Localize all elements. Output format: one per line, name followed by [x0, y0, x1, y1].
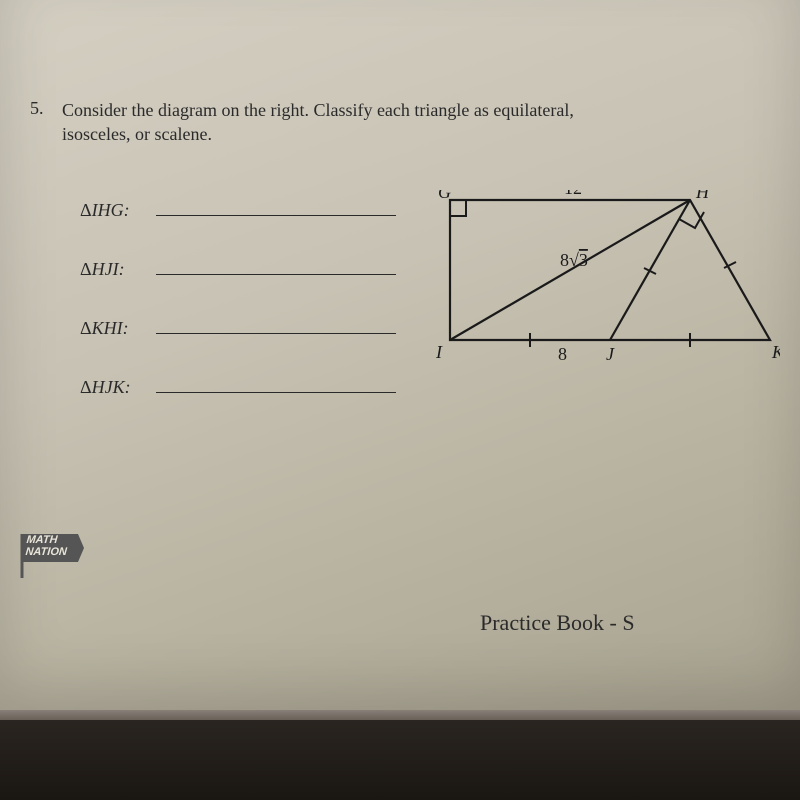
- answer-row-khi: ΔKHI:: [80, 318, 396, 339]
- triangle-label: HJK:: [92, 377, 150, 398]
- footer-text: Practice Book - S: [480, 610, 635, 636]
- answer-list: ΔIHG: ΔHJI: ΔKHI: ΔHJK:: [80, 200, 396, 436]
- vertex-j: J: [606, 344, 615, 364]
- question-line2: isosceles, or scalene.: [62, 124, 212, 144]
- question-block: 5. Consider the diagram on the right. Cl…: [30, 98, 770, 147]
- label-8sqrt3: 8√3: [560, 250, 588, 270]
- delta-symbol: Δ: [80, 259, 92, 279]
- vertex-h: H: [695, 190, 710, 202]
- question-number: 5.: [30, 98, 58, 119]
- logo-line1: MATH: [26, 534, 58, 546]
- triangle-label: IHG:: [92, 200, 150, 221]
- answer-row-ihg: ΔIHG:: [80, 200, 396, 221]
- question-line1: Consider the diagram on the right. Class…: [62, 100, 574, 120]
- answer-blank[interactable]: [156, 319, 396, 334]
- worksheet-page: 5. Consider the diagram on the right. Cl…: [0, 0, 800, 720]
- diagram-svg: G H I J K 12 8√3 8: [420, 190, 780, 390]
- answer-blank[interactable]: [156, 260, 396, 275]
- right-angle-g: [450, 200, 466, 216]
- triangle-label: HJI:: [92, 259, 150, 280]
- triangle-label: KHI:: [92, 318, 150, 339]
- delta-symbol: Δ: [80, 200, 92, 220]
- logo-text: MATH NATION: [25, 534, 68, 558]
- outer-polygon: [450, 200, 770, 340]
- delta-symbol: Δ: [80, 377, 92, 397]
- vertex-i: I: [435, 342, 443, 362]
- table-surface: [0, 720, 800, 800]
- geometry-diagram: G H I J K 12 8√3 8: [420, 190, 780, 390]
- label-12: 12: [564, 190, 582, 198]
- answer-blank[interactable]: [156, 378, 396, 393]
- question-text: Consider the diagram on the right. Class…: [62, 98, 762, 147]
- line-hi: [450, 200, 690, 340]
- logo-line2: NATION: [25, 546, 67, 558]
- vertex-g: G: [438, 190, 451, 202]
- vertex-k: K: [771, 342, 780, 362]
- answer-row-hji: ΔHJI:: [80, 259, 396, 280]
- delta-symbol: Δ: [80, 318, 92, 338]
- answer-blank[interactable]: [156, 201, 396, 216]
- label-8: 8: [558, 344, 567, 364]
- answer-row-hjk: ΔHJK:: [80, 377, 396, 398]
